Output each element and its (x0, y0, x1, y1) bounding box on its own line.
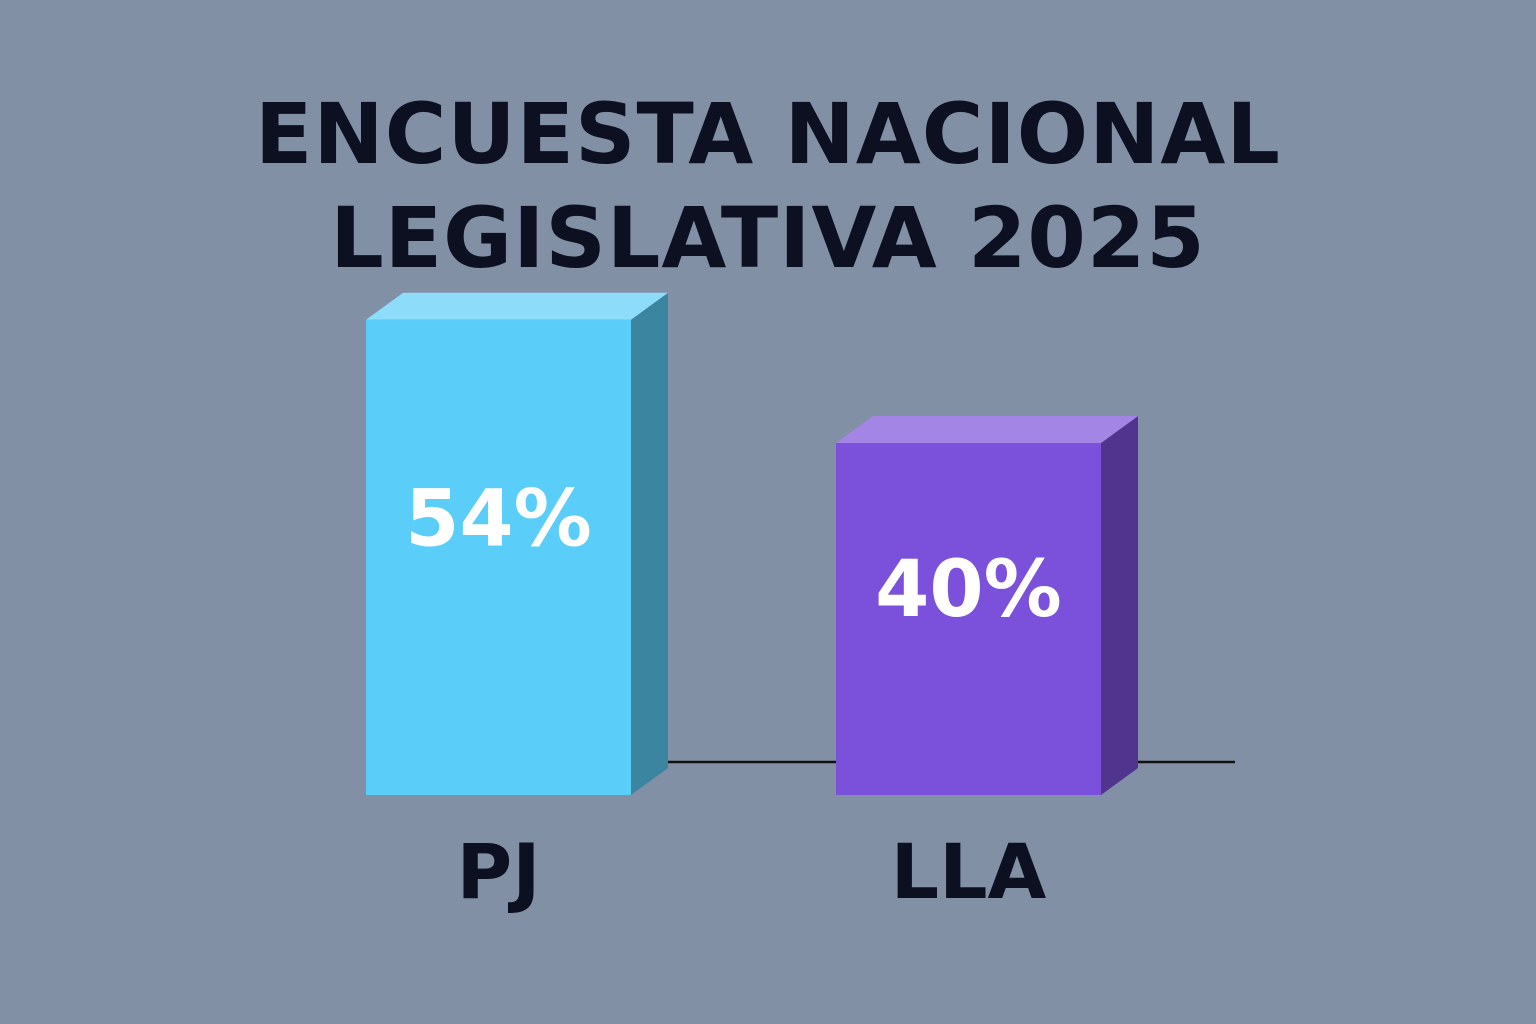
bar-group: 54% PJ (366, 292, 668, 916)
bar-top (836, 416, 1138, 443)
x-tick-label: PJ (457, 827, 541, 916)
bar (366, 319, 631, 795)
bar-side (1101, 416, 1138, 795)
bar-side (631, 292, 668, 795)
bar-top (366, 292, 668, 320)
x-tick-label: LLA (891, 827, 1047, 916)
bar-group: 40% LLA (836, 416, 1138, 916)
chart-title: ENCUESTA NACIONAL LEGISLATIVA 2025 (255, 85, 1281, 287)
value-label: 54% (405, 475, 592, 565)
bar (836, 443, 1101, 795)
bars: 54% PJ 40% LLA (366, 292, 1138, 916)
value-label: 40% (875, 545, 1062, 635)
